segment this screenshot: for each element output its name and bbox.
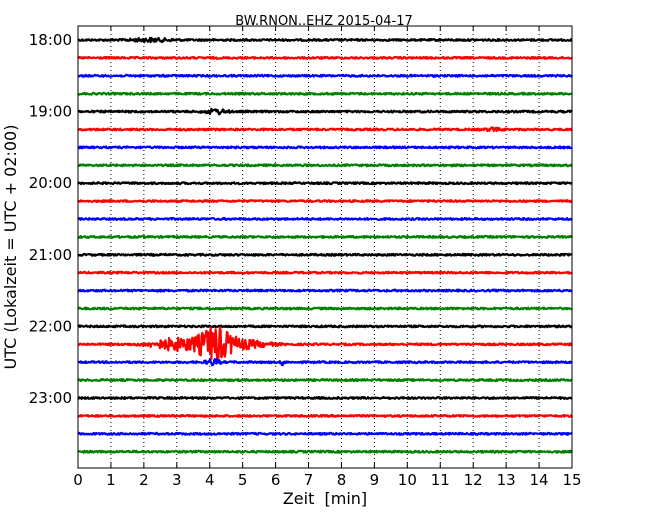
x-tick-label: 4 [205, 471, 215, 489]
trace-2345 [77, 449, 573, 454]
x-tick-label: 14 [530, 471, 549, 489]
trace-1945 [77, 163, 573, 168]
trace-2115 [77, 270, 573, 275]
x-tick-label: 2 [139, 471, 149, 489]
x-tick-label: 6 [271, 471, 281, 489]
x-tick-label: 13 [497, 471, 516, 489]
trace-2200 [77, 324, 573, 329]
trace-1915 [77, 126, 573, 133]
x-tick-label: 11 [431, 471, 450, 489]
trace-2000 [77, 181, 573, 186]
plot-frame [77, 25, 573, 469]
x-tick-label: 7 [304, 471, 314, 489]
trace-2215 [77, 326, 573, 360]
trace-2300 [77, 396, 573, 400]
x-tick-label: 8 [337, 471, 347, 489]
trace-group [77, 36, 574, 454]
trace-1900 [77, 107, 573, 116]
x-tick-label: 9 [370, 471, 380, 489]
x-tick-label: 3 [172, 471, 182, 489]
x-tick-label: 15 [562, 471, 581, 489]
trace-1845 [77, 91, 573, 96]
y-tick-label: 18:00 [29, 31, 72, 49]
x-tick-label: 5 [238, 471, 248, 489]
trace-2100 [77, 252, 573, 257]
y-tick-label: 19:00 [29, 103, 72, 121]
trace-2145 [77, 306, 573, 311]
grid-lines [110, 26, 540, 468]
trace-2045 [77, 234, 573, 239]
y-axis-label: UTC (Lokalzeit = UTC + 02:00) [1, 125, 20, 370]
trace-1815 [77, 55, 573, 60]
trace-1800 [77, 36, 573, 44]
y-tick-label: 21:00 [29, 246, 72, 264]
x-tick-label: 1 [106, 471, 116, 489]
trace-1830 [77, 73, 573, 78]
trace-2330 [77, 431, 573, 436]
chart-title: BW.RNON..EHZ 2015-04-17 [235, 14, 413, 29]
trace-1930 [77, 145, 573, 150]
trace-2130 [77, 288, 573, 293]
trace-2030 [77, 217, 573, 221]
trace-2245 [77, 378, 573, 383]
trace-2015 [77, 199, 573, 204]
y-axis: 18:00 19:00 20:00 21:00 22:00 23:00 [29, 31, 572, 407]
x-axis: 0 1 2 3 4 5 6 7 8 9 10 11 12 13 14 15 [73, 26, 582, 489]
x-tick-label: 0 [73, 471, 83, 489]
y-tick-label: 23:00 [29, 389, 72, 407]
y-tick-label: 22:00 [29, 317, 72, 335]
y-tick-label: 20:00 [29, 174, 72, 192]
trace-2230 [77, 358, 573, 367]
x-axis-label: Zeit [min] [283, 489, 367, 508]
trace-2315 [77, 413, 574, 418]
x-tick-label: 10 [398, 471, 417, 489]
x-tick-label: 12 [464, 471, 483, 489]
